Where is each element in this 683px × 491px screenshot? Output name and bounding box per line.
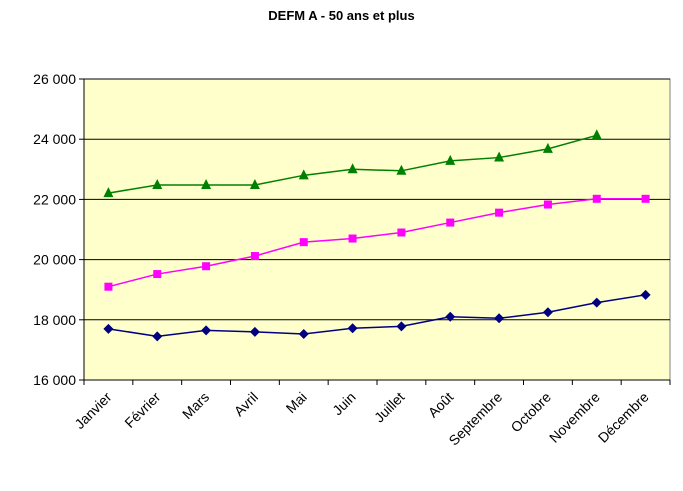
y-tick-label: 16 000 (33, 372, 76, 388)
data-point-marker (347, 323, 358, 334)
data-point-marker (201, 178, 212, 189)
x-tick-label: Février (121, 389, 163, 431)
y-tick-label: 18 000 (33, 312, 76, 328)
x-tick-label: Septembre (445, 389, 505, 449)
data-point-marker (446, 218, 455, 227)
data-point-marker (592, 194, 601, 203)
data-point-marker (542, 142, 553, 153)
data-point-marker (299, 238, 308, 247)
data-point-marker (396, 321, 407, 332)
data-point-marker (494, 313, 505, 324)
y-tick-label: 24 000 (33, 131, 76, 147)
series-line-2 (108, 198, 646, 288)
data-point-marker (495, 208, 504, 217)
data-point-marker (103, 187, 114, 198)
y-tick-label: 22 000 (33, 191, 76, 207)
x-tick-label: Janvier (71, 389, 114, 432)
data-point-marker (298, 169, 309, 180)
data-point-marker (152, 178, 163, 189)
data-point-marker (152, 331, 163, 342)
data-point-marker (543, 200, 552, 209)
data-point-marker (103, 323, 114, 334)
data-point-marker (542, 307, 553, 318)
x-tick-label: Décembre (595, 389, 652, 446)
x-tick-label: Octobre (508, 389, 555, 436)
data-point-marker (445, 311, 456, 322)
x-tick-label: Mars (179, 389, 212, 422)
data-point-marker (249, 326, 260, 337)
x-tick-label: Mai (283, 389, 310, 416)
data-point-marker (445, 154, 456, 165)
data-point-marker (591, 297, 602, 308)
data-point-marker (348, 234, 357, 243)
data-point-marker (641, 194, 650, 203)
data-point-marker (640, 289, 651, 300)
data-point-marker (396, 164, 407, 175)
series-line-1 (108, 294, 646, 338)
plot-area (83, 78, 671, 381)
data-point-marker (298, 328, 309, 339)
data-point-marker (201, 325, 212, 336)
data-point-marker (494, 151, 505, 162)
data-point-marker (591, 129, 602, 140)
data-point-marker (153, 270, 162, 279)
x-tick-label: Juin (329, 389, 358, 418)
data-point-marker (104, 282, 113, 291)
x-tick-label: Novembre (546, 389, 603, 446)
data-point-marker (347, 163, 358, 174)
x-tick-label: Août (425, 389, 457, 421)
x-tick-label: Avril (231, 389, 261, 419)
data-point-marker (397, 228, 406, 237)
x-tick-label: Juillet (371, 389, 408, 426)
data-point-marker (249, 178, 260, 189)
y-tick-label: 26 000 (33, 71, 76, 87)
data-point-marker (202, 262, 211, 271)
data-point-marker (250, 251, 259, 260)
y-tick-label: 20 000 (33, 252, 76, 268)
chart-title: DEFM A - 50 ans et plus (268, 8, 415, 23)
